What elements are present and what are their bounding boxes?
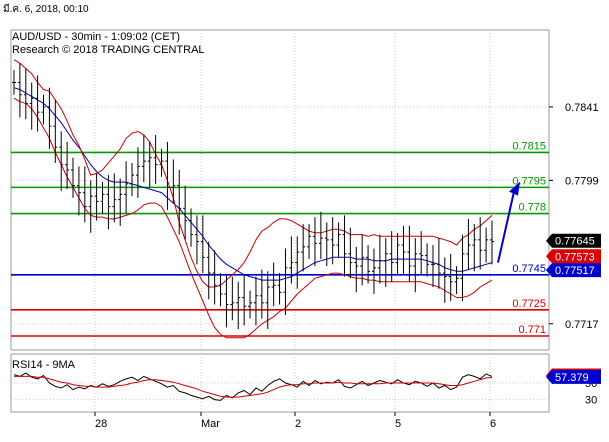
price-tag: 0.77517 — [546, 263, 601, 278]
rsi-title: RSI14 - 9MA — [12, 359, 76, 371]
price-tag-bg — [546, 233, 601, 248]
price-tag-text: 0.77645 — [555, 236, 595, 248]
x-tick-label: Mar — [201, 418, 220, 430]
bollinger-band-line — [13, 97, 493, 339]
price-tag: 0.77645 — [546, 233, 601, 248]
level-label: 0.7815 — [512, 140, 546, 152]
chart-title: AUD/USD - 30min - 1:09:02 (CET) — [12, 31, 180, 43]
rsi-tag-bg — [546, 369, 601, 384]
forecast-arrow-shaft — [497, 191, 515, 263]
chart-subtitle: Research © 2018 TRADING CENTRAL — [12, 44, 205, 56]
bollinger-band-line — [13, 59, 493, 288]
rsi-ma-line — [14, 375, 493, 398]
rsi-tick-label: 30 — [585, 395, 597, 407]
price-tag-text: 0.77573 — [555, 251, 595, 263]
rsi-tag: 57.379 — [546, 369, 601, 384]
level-label: 0.7725 — [512, 298, 546, 310]
price-tag: 0.77573 — [546, 249, 601, 264]
price-tag-bg — [546, 249, 601, 264]
x-tick-label: 28 — [95, 418, 107, 430]
rsi-tag-text: 57.379 — [555, 372, 589, 384]
x-tick-label: 2 — [295, 418, 301, 430]
x-tick-label: 5 — [395, 418, 401, 430]
moving-average-line — [13, 87, 493, 281]
price-panel-frame — [10, 29, 550, 351]
level-label: 0.7745 — [512, 263, 546, 275]
price-tag-text: 0.77517 — [555, 265, 595, 277]
y-tick-label: 0.7717 — [565, 319, 599, 331]
x-tick-label: 6 — [490, 418, 496, 430]
level-label: 0.771 — [518, 324, 546, 336]
level-label: 0.778 — [518, 202, 546, 214]
price-tag-bg — [546, 263, 601, 278]
timestamp: มี.ค. 6, 2018, 00:10 — [3, 4, 89, 15]
level-label: 0.7795 — [512, 175, 546, 187]
y-tick-label: 0.7799 — [565, 175, 599, 187]
y-tick-label: 0.7841 — [565, 102, 599, 114]
forecast-arrow-head — [509, 181, 520, 196]
